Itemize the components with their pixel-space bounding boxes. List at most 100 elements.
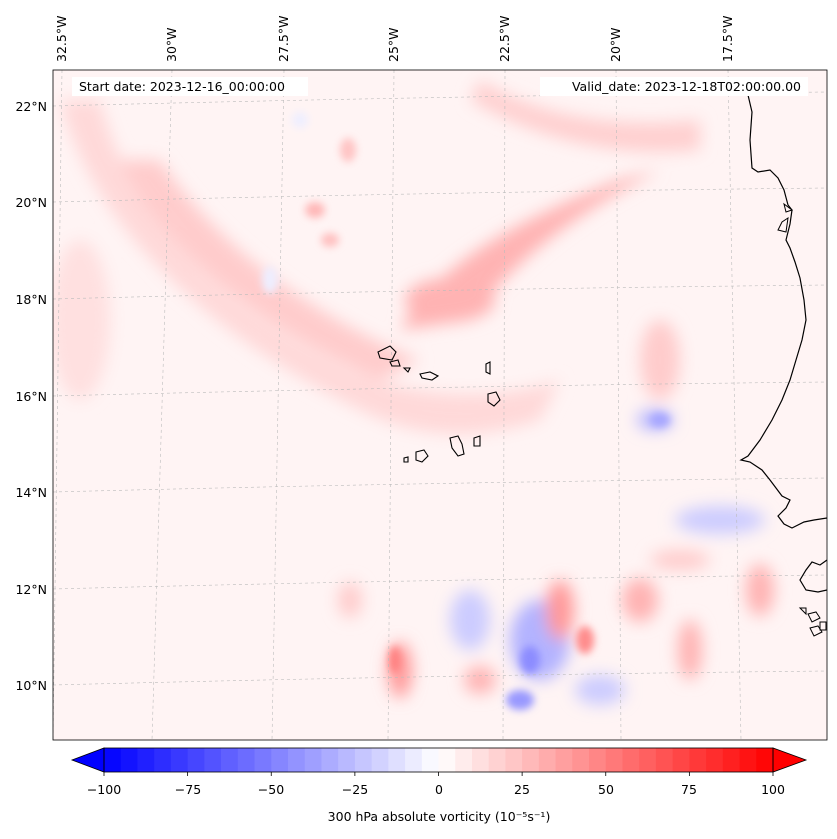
colorbar-tick-label: −50 — [258, 782, 284, 797]
vorticity-south-blob-2 — [640, 320, 680, 400]
colorbar-segment — [154, 748, 172, 772]
bijagos-islands — [798, 607, 827, 637]
parallel-14n — [53, 477, 827, 493]
colorbar-segment — [505, 748, 523, 772]
meridian-27-5w — [271, 70, 285, 740]
colorbar-tick-label: 25 — [514, 782, 530, 797]
colorbar-segment — [271, 748, 289, 772]
vorticity-blue-5 — [575, 675, 625, 705]
vorticity-band-inner — [120, 160, 420, 380]
island-sao-vicente — [389, 359, 401, 367]
island-maio — [473, 435, 481, 447]
island-santo-antao — [377, 345, 397, 361]
colorbar-segment — [304, 748, 322, 772]
vort-small-10 — [389, 646, 401, 674]
lat-label-22n: 22°N — [15, 99, 47, 114]
vort-small-5 — [292, 112, 308, 128]
lon-label-22-5w: 22.5°W — [497, 16, 512, 62]
parallel-22n — [53, 91, 827, 107]
colorbar-arrow-low — [70, 747, 105, 773]
vort-small-4 — [262, 266, 278, 294]
colorbar-segment — [421, 748, 439, 772]
vort-small-9 — [650, 413, 670, 427]
island-santa-luzia — [402, 367, 411, 373]
meridian-20w — [615, 70, 622, 740]
colorbar-segment — [137, 748, 155, 772]
colorbar-segment — [438, 748, 456, 772]
colorbar-segment — [655, 748, 674, 772]
valid-date-label: Valid_date: 2023-12-18T02:00:00.00 — [572, 79, 801, 94]
colorbar-tick-label: 50 — [598, 782, 614, 797]
parallel-10n — [53, 670, 827, 686]
colorbar-segment — [722, 748, 740, 772]
lon-label-27-5w: 27.5°W — [276, 16, 291, 62]
parallel-18n — [53, 284, 827, 300]
lat-label-18n: 18°N — [15, 292, 47, 307]
island-boa-vista — [487, 391, 501, 407]
vort-small-6 — [506, 690, 534, 710]
colorbar-segment — [321, 748, 339, 772]
map-frame — [52, 69, 828, 741]
colorbar-segment — [471, 748, 490, 772]
colorbar-segment — [221, 748, 239, 772]
vorticity-red-4 — [678, 620, 702, 680]
valid-date-box — [540, 77, 808, 96]
lat-label-12n: 12°N — [15, 582, 47, 597]
colorbar-segment — [371, 748, 389, 772]
colorbar-segment — [388, 748, 406, 772]
parallel-20n — [53, 187, 827, 203]
vorticity-red-7 — [338, 582, 362, 618]
vort-small-3 — [321, 233, 339, 247]
colorbar-segment — [405, 748, 423, 772]
start-date-box — [72, 77, 308, 96]
meridian-25w — [387, 70, 395, 740]
colorbar-segment — [756, 748, 774, 772]
meridian-32-5w — [53, 70, 63, 740]
colorbar-segment — [338, 748, 356, 772]
colorbar-segment — [104, 748, 122, 772]
meridian-17-5w — [727, 70, 742, 740]
colorbar-tick-label: 75 — [681, 782, 697, 797]
lat-label-14n: 14°N — [15, 485, 47, 500]
colorbar-segments — [104, 748, 774, 772]
colorbar-segment — [689, 748, 707, 772]
colorbar-arrow-high — [772, 747, 808, 773]
map-panel: Start date: 2023-12-16_00:00:00 Valid_da… — [15, 16, 828, 741]
africa-coastline-inlet — [777, 202, 794, 233]
vorticity-red-5 — [746, 564, 774, 616]
colorbar-segment — [254, 748, 272, 772]
colorbar-segment — [706, 748, 724, 772]
colorbar-segment — [354, 748, 373, 772]
parallel-16n — [53, 381, 827, 397]
vorticity-band-outer — [60, 100, 560, 434]
colorbar-segment — [488, 748, 506, 772]
island-sal — [485, 361, 491, 375]
colorbar-tick-label: 0 — [435, 782, 443, 797]
colorbar-ticks: −100 −75 −50 −25 0 25 50 75 100 — [87, 772, 785, 797]
africa-coastline — [739, 94, 827, 593]
colorbar-segment — [522, 748, 540, 772]
start-date-label: Start date: 2023-12-16_00:00:00 — [79, 79, 285, 94]
colorbar-segment — [672, 748, 690, 772]
colorbar-segment — [170, 748, 189, 772]
vort-small-2 — [340, 138, 356, 162]
vorticity-max-north — [405, 278, 495, 322]
colorbar-segment — [538, 748, 556, 772]
lat-label-20n: 20°N — [15, 195, 47, 210]
longitude-labels: 32.5°W 30°W 27.5°W 25°W 22.5°W 20°W 17.5… — [54, 16, 735, 62]
colorbar-tick-label: 100 — [761, 782, 785, 797]
colorbar-segment — [572, 748, 590, 772]
lon-label-25w: 25°W — [386, 27, 401, 62]
colorbar-tick-label: −25 — [342, 782, 368, 797]
parallel-12n — [53, 574, 827, 590]
island-sao-nicolau — [419, 371, 440, 381]
lon-label-30w: 30°W — [164, 27, 179, 62]
vort-small-1 — [305, 202, 325, 218]
vort-small-8 — [576, 626, 594, 654]
meridian-22-5w — [502, 70, 506, 740]
colorbar-segment — [287, 748, 306, 772]
lat-label-10n: 10°N — [15, 678, 47, 693]
cape-verde-islands — [377, 345, 501, 463]
vorticity-red-2 — [546, 580, 574, 640]
lon-label-32-5w: 32.5°W — [54, 16, 69, 62]
